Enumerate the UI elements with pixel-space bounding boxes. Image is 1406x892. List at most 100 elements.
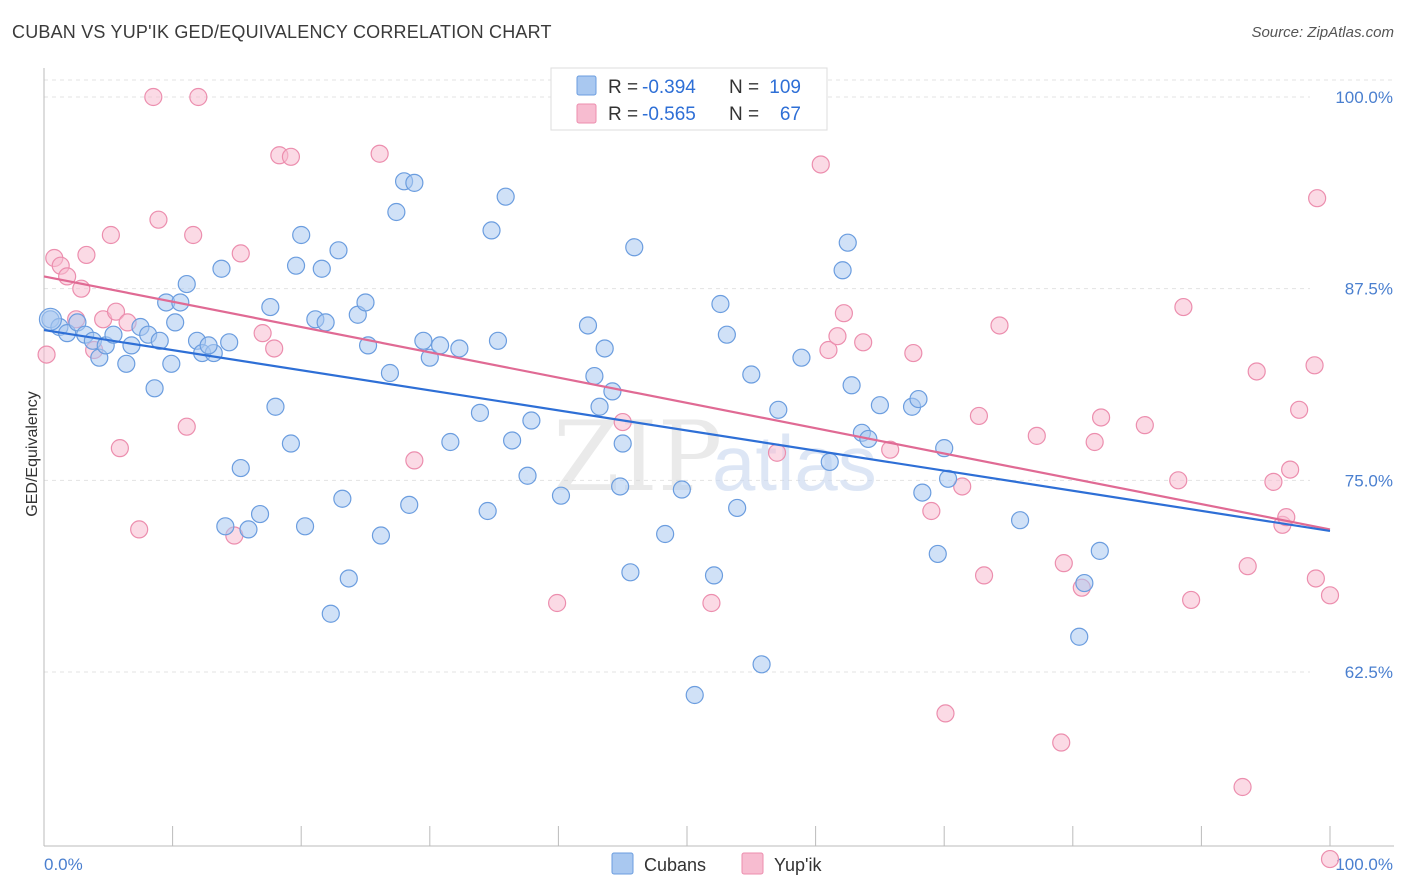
cubans-point xyxy=(441,432,460,452)
yupik-point xyxy=(405,451,424,470)
cubans-point xyxy=(603,382,622,401)
cubans-point xyxy=(104,325,123,344)
cubans-point xyxy=(400,495,419,514)
legend-r-value-yupik: -0.565 xyxy=(642,104,696,125)
cubans-point xyxy=(250,504,270,524)
cubans-point xyxy=(316,313,335,332)
yupik-point xyxy=(1290,400,1309,419)
yupik-point xyxy=(969,406,989,426)
cubans-point xyxy=(38,307,63,331)
y-tick-label: 87.5% xyxy=(1345,280,1393,299)
yupik-point xyxy=(149,210,168,229)
watermark: ZIP atlas xyxy=(553,401,877,513)
legend-r-label-yupik: R = xyxy=(608,104,638,125)
cubans-point xyxy=(266,397,285,416)
cubans-point xyxy=(333,489,352,508)
cubans-point xyxy=(585,366,604,386)
gridlines xyxy=(44,79,1395,673)
cubans-point xyxy=(295,517,315,536)
y-tick-label: 100.0% xyxy=(1335,88,1393,107)
cubans-point xyxy=(1075,573,1094,593)
cubans-point xyxy=(1070,627,1089,646)
yupik-point xyxy=(1320,849,1340,869)
cubans-point xyxy=(1090,541,1109,560)
y-tick-label: 75.0% xyxy=(1345,471,1393,490)
cubans-point xyxy=(496,187,515,206)
cubans-point xyxy=(928,544,947,564)
legend-r-value-cubans: -0.394 xyxy=(642,77,696,98)
cubans-point xyxy=(1010,511,1030,530)
cubans-point xyxy=(595,339,614,358)
correlation-legend: R = -0.394 N = 109 R = -0.565 N = 67 xyxy=(550,67,828,131)
cubans-point xyxy=(656,524,675,544)
yupik-point xyxy=(1264,472,1283,491)
yupik-point xyxy=(101,225,120,245)
source-label: Source: ZipAtlas.com xyxy=(1251,24,1394,41)
cubans-point xyxy=(286,256,306,275)
legend-n-label-yupik: N = xyxy=(729,104,759,125)
yupik-point xyxy=(922,501,941,521)
cubans-point xyxy=(742,365,761,384)
yupik-point xyxy=(1281,460,1300,479)
cubans-point xyxy=(216,517,235,536)
cubans-point xyxy=(212,259,231,278)
yupik-point xyxy=(936,704,955,723)
cubans-point xyxy=(578,316,598,335)
cubans-point xyxy=(321,604,340,623)
legend-n-label-cubans: N = xyxy=(729,77,759,98)
yupik-point xyxy=(189,87,208,107)
cubans-point xyxy=(239,520,258,539)
cubans-point xyxy=(231,458,250,478)
cubans-point xyxy=(470,403,490,422)
series-swatch-cubans xyxy=(611,852,634,875)
cubans-point xyxy=(488,331,508,350)
yupik-trend-line xyxy=(43,275,1331,531)
cubans-point xyxy=(518,466,537,485)
yupik-point xyxy=(767,443,787,462)
yupik-point xyxy=(953,477,972,496)
yupik-point xyxy=(253,324,272,343)
yupik-point xyxy=(281,147,301,166)
yupik-point xyxy=(370,144,389,163)
yupik-point xyxy=(834,304,853,323)
yupik-point xyxy=(1091,408,1111,427)
cubans-point xyxy=(478,501,497,521)
cubans-point xyxy=(551,486,571,505)
cubans-point xyxy=(117,354,136,373)
yupik-point xyxy=(990,316,1009,335)
yupik-point xyxy=(37,345,56,364)
chart-title: CUBAN VS YUP'IK GED/EQUIVALENCY CORRELAT… xyxy=(12,22,552,42)
yupik-point xyxy=(1054,554,1073,573)
yupik-point xyxy=(1135,416,1154,435)
yupik-point xyxy=(1306,569,1325,588)
cubans-point xyxy=(430,336,450,355)
cubans-point xyxy=(145,379,164,398)
cubans-point xyxy=(292,225,311,245)
cubans-point xyxy=(913,483,932,502)
cubans-point xyxy=(150,331,169,350)
cubans-point xyxy=(380,363,400,383)
cubans-point xyxy=(414,331,433,350)
cubans-point xyxy=(387,202,406,222)
cubans-point xyxy=(177,274,196,294)
yupik-point xyxy=(1320,586,1340,605)
yupik-point xyxy=(1305,356,1324,375)
yupik-point xyxy=(811,155,830,174)
cubans-point xyxy=(870,396,890,415)
cubans-point xyxy=(838,233,857,252)
axes xyxy=(43,68,1394,847)
trend-lines xyxy=(43,275,1331,533)
cubans-point xyxy=(842,376,861,395)
yupik-point xyxy=(702,593,721,613)
yupik-point xyxy=(1027,426,1046,445)
yupik-point xyxy=(177,417,196,436)
cubans-point xyxy=(704,566,724,585)
cubans-point xyxy=(281,434,301,453)
cubans-point xyxy=(833,261,852,280)
cubans-point xyxy=(522,411,541,430)
yupik-point xyxy=(1233,777,1252,797)
cubans-point xyxy=(711,294,730,314)
cubans-point xyxy=(312,259,331,278)
x-tick-label-max: 100.0% xyxy=(1335,855,1393,874)
